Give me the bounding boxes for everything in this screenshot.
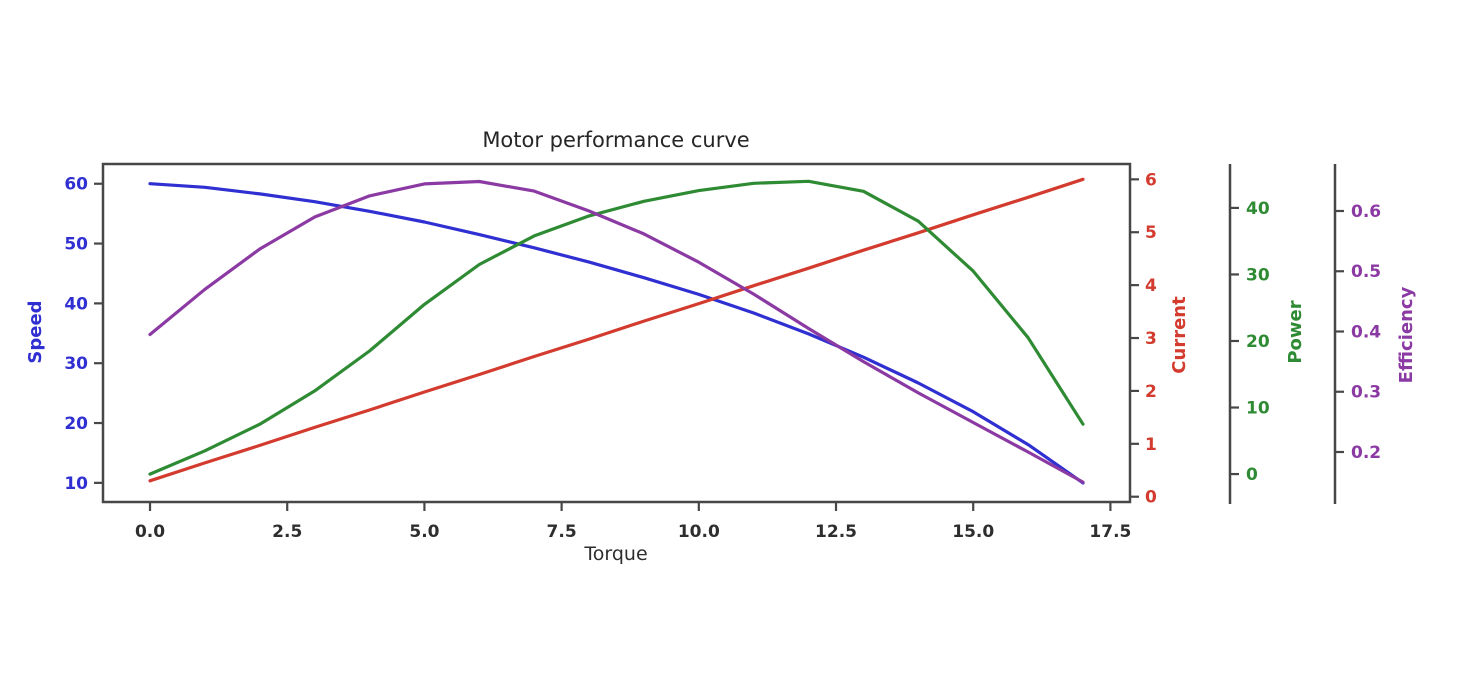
plot-border <box>101 162 1132 504</box>
x-tick-label: 5.0 <box>409 522 439 542</box>
speed-tick-label: 50 <box>64 235 88 255</box>
current-tick-label: 3 <box>1145 329 1157 349</box>
x-tick-label: 12.5 <box>815 522 857 542</box>
efficiency-tick-label: 0.6 <box>1351 202 1381 222</box>
current-tick-label: 6 <box>1145 170 1157 190</box>
speed-tick-label: 40 <box>64 294 88 314</box>
power-tick-label: 40 <box>1246 199 1270 219</box>
power-tick-label: 0 <box>1246 465 1258 485</box>
efficiency-tick-label: 0.2 <box>1351 443 1381 463</box>
chart-title: Motor performance curve <box>482 128 750 152</box>
speed-curve <box>148 182 1085 485</box>
speed-tick-label: 60 <box>64 175 88 195</box>
current-tick-label: 2 <box>1145 382 1157 402</box>
current-tick-label: 0 <box>1145 488 1157 508</box>
current-tick-label: 1 <box>1145 435 1157 455</box>
current-tick-label: 4 <box>1145 276 1157 296</box>
x-tick-label: 17.5 <box>1089 522 1131 542</box>
power-curve <box>148 179 1085 476</box>
x-tick-label: 10.0 <box>678 522 720 542</box>
power-tick-label: 20 <box>1246 332 1270 352</box>
x-axis-label: Torque <box>584 543 648 565</box>
efficiency-tick-label: 0.4 <box>1351 322 1381 342</box>
x-tick-label: 0.0 <box>135 522 165 542</box>
efficiency-tick-label: 0.3 <box>1351 383 1381 403</box>
power-tick-label: 30 <box>1246 265 1270 285</box>
efficiency-tick-label: 0.5 <box>1351 262 1381 282</box>
speed-tick-label: 20 <box>64 414 88 434</box>
current-tick-label: 5 <box>1145 223 1157 243</box>
efficiency-curve <box>148 179 1085 484</box>
speed-tick-label: 10 <box>64 474 88 494</box>
x-tick-label: 7.5 <box>547 522 577 542</box>
x-tick-label: 15.0 <box>952 522 994 542</box>
power-tick-label: 10 <box>1246 399 1270 419</box>
speed-tick-label: 30 <box>64 354 88 374</box>
x-tick-label: 2.5 <box>272 522 302 542</box>
current-curve <box>148 177 1085 483</box>
